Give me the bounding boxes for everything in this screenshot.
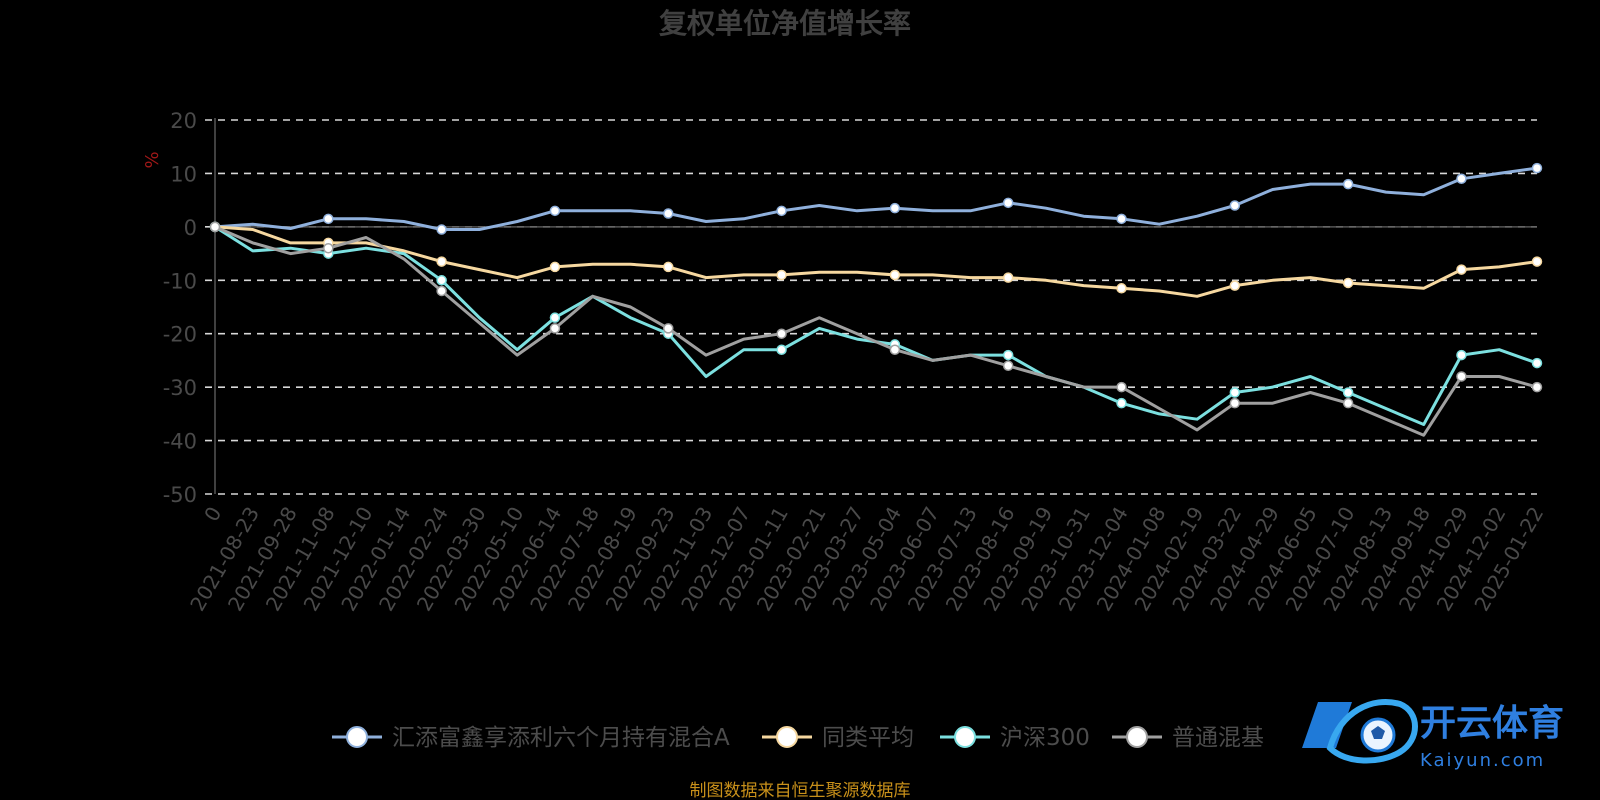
data-point — [323, 242, 334, 254]
data-point — [1456, 349, 1467, 361]
y-tick-label: -10 — [163, 269, 197, 293]
watermark-logo: 开云体育 Kaiyun.com — [1302, 698, 1564, 771]
data-point — [1531, 256, 1543, 267]
data-point — [663, 261, 674, 273]
data-point — [1002, 272, 1014, 283]
y-tick-label: -40 — [163, 430, 197, 454]
legend-label: 同类平均 — [822, 725, 914, 751]
data-point — [549, 261, 561, 273]
data-point — [436, 224, 447, 235]
y-tick-label: -50 — [163, 483, 197, 507]
data-point — [1002, 360, 1014, 372]
data-point — [1116, 283, 1127, 294]
data-point — [889, 269, 901, 281]
y-tick-label: -20 — [163, 323, 197, 347]
data-point — [1531, 381, 1543, 393]
data-point — [209, 221, 221, 233]
y-tick-label: 10 — [170, 162, 197, 186]
data-point — [1342, 397, 1354, 409]
data-point — [1229, 200, 1241, 211]
series-3 — [209, 221, 1543, 437]
series-line — [214, 166, 1538, 231]
y-axis-ticks: 20 10 0 -10 -20 -30 -40 -50 — [163, 109, 197, 507]
chart-title: 复权单位净值增长率 — [659, 7, 911, 40]
logo-text-cn: 开云体育 — [1420, 703, 1564, 744]
y-tick-label: 0 — [184, 216, 197, 240]
legend-marker-icon — [1126, 726, 1148, 748]
legend-marker-icon — [346, 726, 368, 748]
series-line — [214, 225, 1538, 298]
data-point — [1342, 178, 1354, 190]
data-point — [1116, 381, 1127, 393]
legend-marker-icon — [776, 726, 798, 748]
y-tick-label: 20 — [170, 109, 197, 133]
legend-label: 普通混基 — [1172, 725, 1264, 751]
data-point — [1116, 213, 1127, 225]
data-point — [776, 344, 787, 355]
series-line — [214, 225, 1538, 426]
data-point — [323, 213, 334, 225]
data-point — [776, 328, 787, 339]
data-point — [1531, 162, 1543, 174]
y-tick-label: -30 — [163, 376, 197, 400]
legend-label: 汇添富鑫享添利六个月持有混合A — [392, 725, 730, 751]
kaiyun-logo-icon — [1302, 698, 1418, 764]
y-axis-label: % — [142, 151, 163, 168]
series-group — [209, 162, 1543, 437]
legend-item[interactable]: 沪深300 — [940, 725, 1090, 751]
legend[interactable]: 汇添富鑫享添利六个月持有混合A 同类平均 沪深300 普通混基 — [332, 725, 1264, 751]
data-point — [549, 205, 561, 217]
source-note: 制图数据来自恒生聚源数据库 — [690, 781, 911, 800]
data-point — [436, 275, 447, 286]
grid-lines — [205, 119, 1537, 495]
data-point — [549, 312, 561, 323]
legend-item[interactable]: 普通混基 — [1112, 725, 1264, 751]
data-point — [1342, 387, 1354, 398]
legend-label: 沪深300 — [1000, 725, 1090, 751]
data-point — [1342, 277, 1354, 289]
legend-item[interactable]: 同类平均 — [762, 725, 914, 751]
series-1 — [209, 221, 1543, 298]
data-point — [1531, 357, 1543, 369]
data-point — [663, 208, 674, 219]
data-point — [889, 344, 901, 355]
data-point — [1456, 371, 1467, 382]
data-point — [776, 269, 787, 281]
data-point — [663, 323, 674, 334]
data-point — [1229, 280, 1241, 291]
data-point — [1456, 173, 1467, 185]
data-point — [436, 285, 447, 297]
data-point — [1002, 197, 1014, 209]
series-line — [214, 225, 1538, 437]
data-point — [1116, 397, 1127, 409]
data-point — [1229, 387, 1241, 398]
data-point — [1002, 349, 1014, 361]
logo-text-en: Kaiyun.com — [1420, 750, 1545, 771]
legend-item[interactable]: 汇添富鑫享添利六个月持有混合A — [332, 725, 730, 751]
data-point — [889, 202, 901, 214]
data-point — [549, 323, 561, 334]
data-point — [776, 205, 787, 217]
x-tick-label: 0 — [199, 503, 226, 526]
series-0 — [209, 162, 1543, 235]
data-point — [1456, 264, 1467, 275]
legend-marker-icon — [954, 726, 976, 748]
x-axis-ticks: 02021-08-232021-09-282021-11-082021-12-1… — [185, 503, 1548, 616]
data-point — [436, 256, 447, 267]
data-point — [1229, 397, 1241, 409]
